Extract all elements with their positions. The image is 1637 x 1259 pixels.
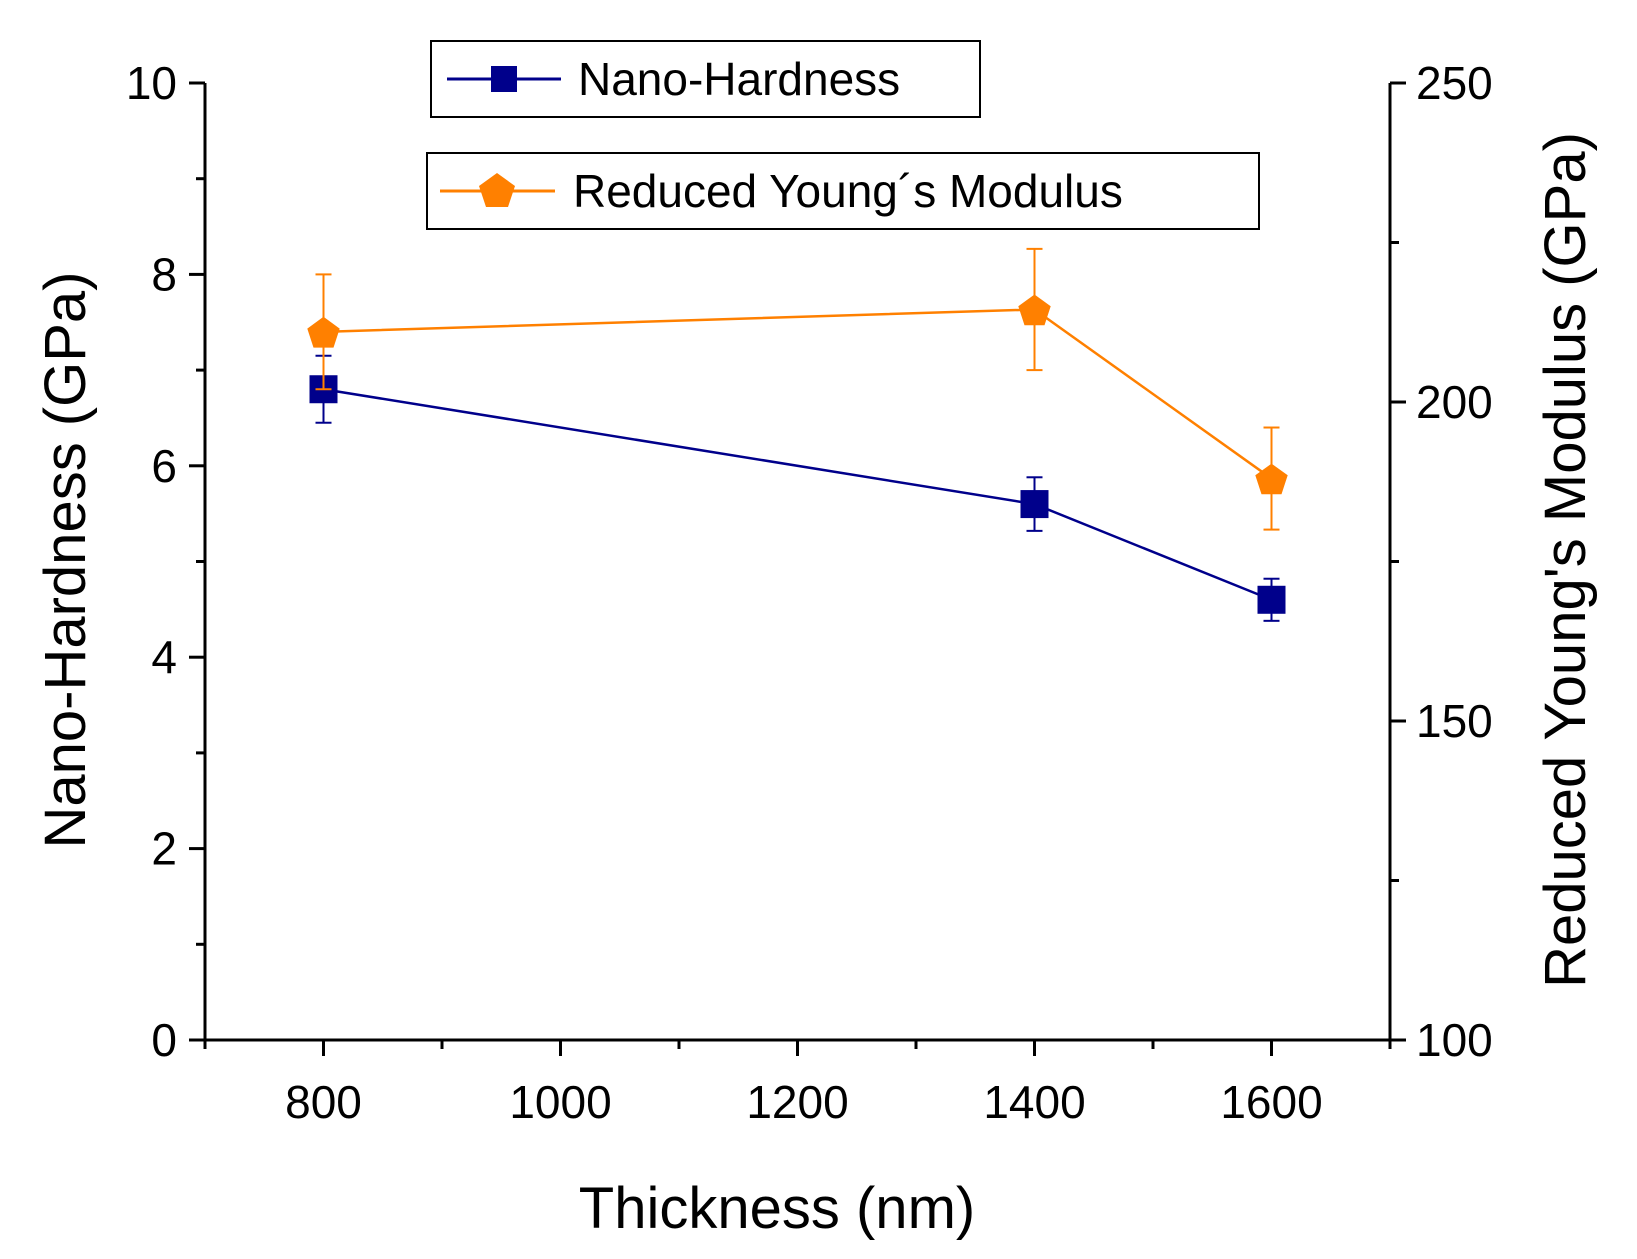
x-axis-title: Thickness (nm) — [579, 1176, 975, 1241]
series-layer — [307, 247, 1288, 622]
legend-pentagon-marker — [479, 173, 515, 207]
tick-labels: 800 1000 1200 1400 1600 0 2 4 6 8 10 100 150 200 250 — [126, 57, 1493, 1128]
x-tick-label: 1400 — [983, 1076, 1085, 1128]
y-left-tick-label: 2 — [151, 823, 177, 875]
series-youngs-modulus — [307, 247, 1288, 531]
x-tick-label: 1000 — [509, 1076, 611, 1128]
y-right-tick-label: 250 — [1416, 57, 1493, 109]
y-left-tick-label: 6 — [151, 440, 177, 492]
legend-label: Nano-Hardness — [578, 53, 900, 105]
series-line — [323, 308, 1273, 480]
y-right-axis-title: Reduced Young's Modulus (GPa) — [1533, 132, 1598, 988]
y-right-tick-label: 100 — [1416, 1014, 1493, 1066]
y-left-tick-label: 0 — [151, 1014, 177, 1066]
legend-nano-hardness: Nano-Hardness — [430, 40, 981, 118]
series-nano-hardness — [309, 354, 1286, 622]
data-point-square — [1257, 585, 1286, 614]
ticks — [189, 81, 1406, 1056]
data-point-pentagon — [307, 316, 340, 348]
x-tick-label: 800 — [285, 1076, 362, 1128]
y-left-axis-title: Nano-Hardness (GPa) — [33, 272, 98, 849]
data-point-pentagon — [1255, 463, 1288, 495]
y-right-tick-label: 200 — [1416, 376, 1493, 428]
legend-youngs-modulus: Reduced Young´s Modulus — [426, 152, 1260, 230]
legend-label: Reduced Young´s Modulus — [573, 165, 1123, 217]
x-tick-label: 1600 — [1220, 1076, 1322, 1128]
x-tick-label: 1200 — [746, 1076, 848, 1128]
y-left-tick-label: 10 — [126, 57, 177, 109]
y-right-tick-label: 150 — [1416, 695, 1493, 747]
y-left-tick-label: 4 — [151, 631, 177, 683]
series-line — [323, 388, 1272, 601]
y-left-tick-label: 8 — [151, 248, 177, 300]
legend-square-marker — [491, 66, 517, 92]
data-point-pentagon — [1018, 294, 1051, 326]
legend-box — [426, 152, 1260, 230]
data-point-square — [1020, 490, 1049, 519]
